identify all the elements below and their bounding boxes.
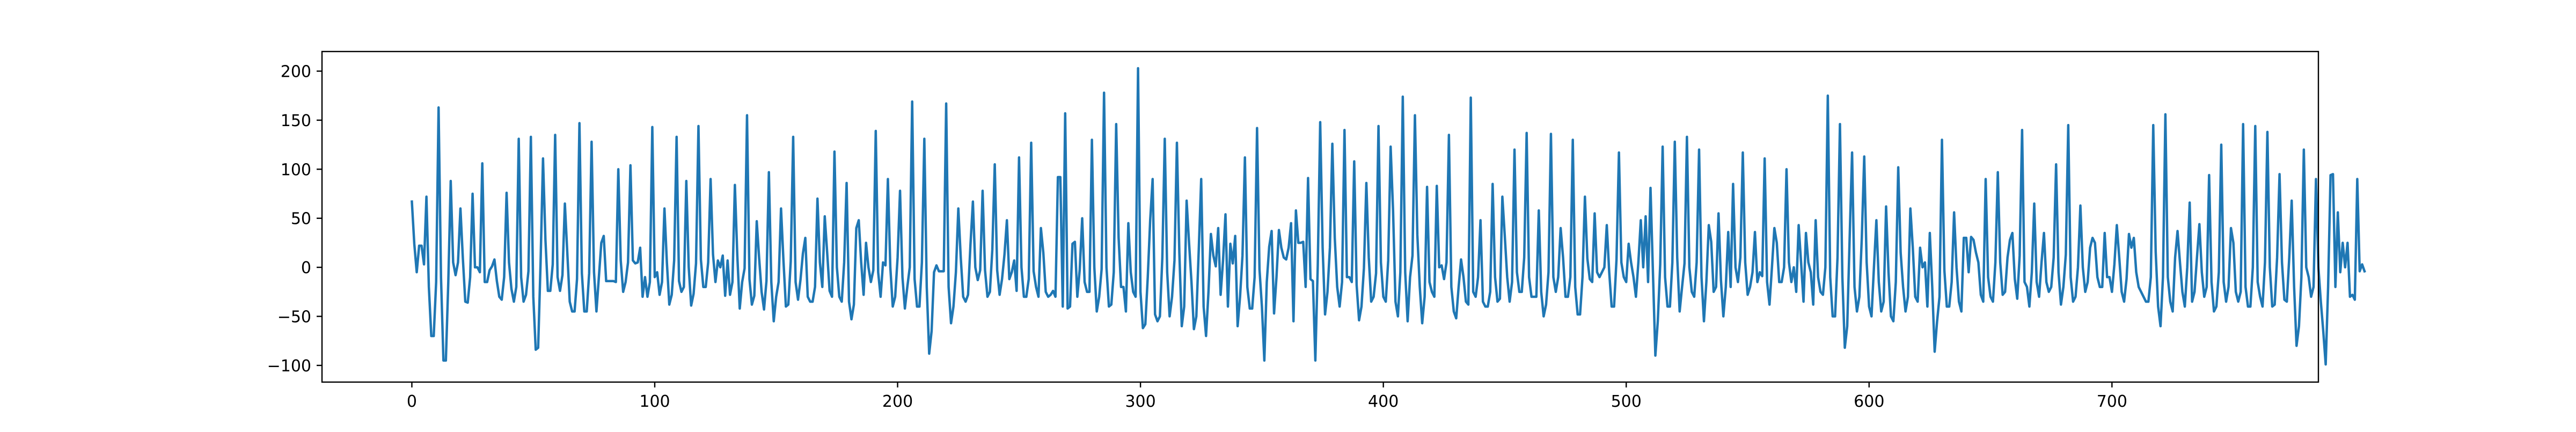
- x-tick-label: 500: [1611, 392, 1642, 411]
- y-tick-label: −50: [277, 308, 311, 327]
- y-tick-label: 0: [301, 259, 311, 277]
- x-tick-label: 100: [639, 392, 670, 411]
- y-tick-label: 200: [281, 63, 311, 82]
- y-tick-label: 100: [281, 160, 311, 179]
- x-tick-label: 600: [1854, 392, 1884, 411]
- x-tick-label: 400: [1368, 392, 1399, 411]
- y-tick-label: 150: [281, 112, 311, 130]
- x-tick-label: 200: [882, 392, 913, 411]
- x-tick-label: 300: [1125, 392, 1155, 411]
- plot-frame: [321, 50, 2319, 383]
- x-tick-label: 0: [407, 392, 417, 411]
- y-tick-label: −100: [267, 357, 311, 376]
- axes: 0 100 200 300 400 500 600 700 −100 −50 0 50 100 150 20…: [267, 50, 2366, 411]
- x-tick-label: 700: [2097, 392, 2127, 411]
- y-tick-label: 50: [291, 210, 311, 229]
- series-line-0: [411, 67, 2366, 366]
